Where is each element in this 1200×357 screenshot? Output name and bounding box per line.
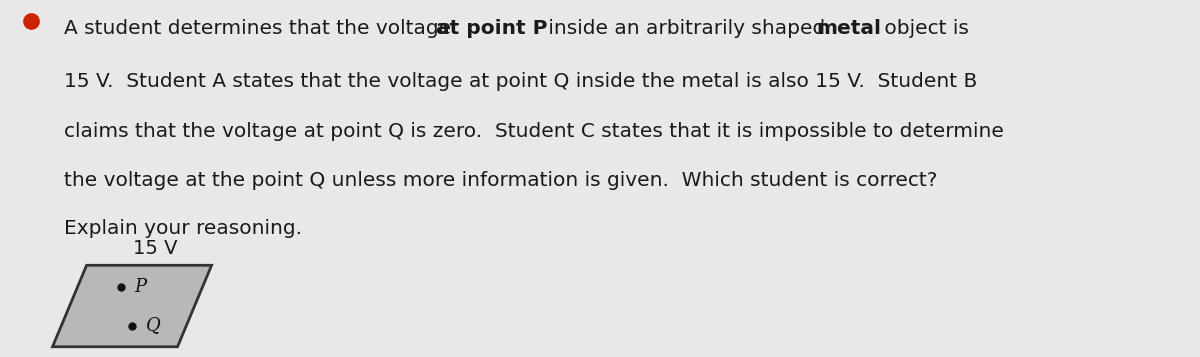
Text: P: P xyxy=(134,277,146,296)
Text: metal: metal xyxy=(816,19,881,38)
Text: the voltage at the point Q unless more information is given.  Which student is c: the voltage at the point Q unless more i… xyxy=(64,171,937,190)
Text: 15 V: 15 V xyxy=(133,239,178,258)
Text: Q: Q xyxy=(145,317,161,335)
Polygon shape xyxy=(53,265,211,347)
Text: at point P: at point P xyxy=(437,19,548,38)
Text: claims that the voltage at point Q is zero.  Student C states that it is impossi: claims that the voltage at point Q is ze… xyxy=(64,122,1003,141)
Text: inside an arbitrarily shaped: inside an arbitrarily shaped xyxy=(542,19,832,38)
Text: object is: object is xyxy=(877,19,968,38)
Text: Explain your reasoning.: Explain your reasoning. xyxy=(64,219,302,238)
Text: 15 V.  Student A states that the voltage at point Q inside the metal is also 15 : 15 V. Student A states that the voltage … xyxy=(64,72,977,91)
Text: A student determines that the voltage: A student determines that the voltage xyxy=(64,19,457,38)
